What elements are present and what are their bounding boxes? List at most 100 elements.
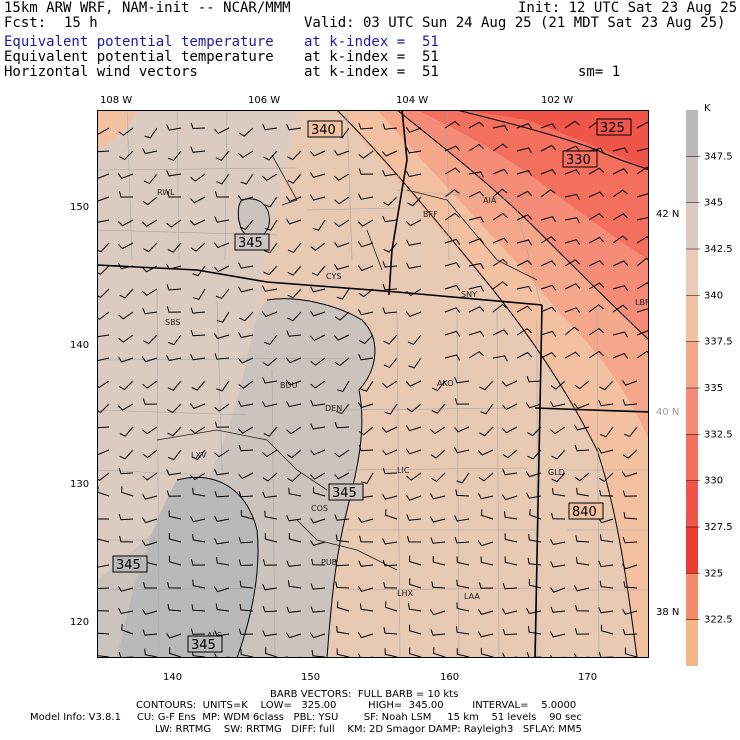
wind-barb	[444, 212, 460, 221]
wind-barb	[598, 607, 614, 614]
wind-barb	[165, 263, 182, 270]
wind-barb	[142, 380, 158, 389]
wind-barb	[540, 236, 556, 244]
wind-barb	[238, 537, 254, 544]
wind-barb	[190, 146, 206, 153]
contour-label-840: 840	[572, 505, 597, 520]
wind-barb	[97, 517, 109, 520]
wind-barb	[336, 288, 350, 300]
wind-barb	[263, 265, 278, 276]
wind-barb	[478, 631, 494, 638]
wind-barb	[574, 444, 590, 452]
wind-barb	[550, 561, 566, 568]
colorbar-swatch	[686, 295, 698, 343]
wind-barb	[310, 242, 326, 251]
wind-barb	[334, 449, 350, 458]
wind-barb	[118, 127, 134, 136]
wind-barb	[527, 426, 542, 437]
wind-barb	[357, 585, 374, 592]
wind-barb	[333, 334, 350, 341]
wind-barb	[454, 398, 470, 405]
wind-barb	[117, 585, 134, 592]
wind-barb	[288, 532, 302, 543]
wind-barb	[309, 632, 326, 639]
wind-barb	[358, 354, 374, 361]
colorbar-units: K	[704, 103, 711, 114]
wind-barb	[288, 580, 302, 589]
wind-barb	[262, 584, 278, 591]
wind-barb	[117, 219, 134, 227]
wind-barb	[288, 487, 302, 497]
wind-barb	[215, 603, 230, 612]
wind-barb	[456, 626, 470, 635]
wind-barb	[286, 400, 302, 408]
wind-barb	[357, 632, 374, 639]
wind-barb	[239, 311, 254, 322]
wind-barb	[383, 627, 398, 635]
wind-barb	[382, 307, 398, 314]
wind-barb	[361, 472, 374, 484]
wind-barb	[167, 150, 182, 162]
contour-label-345-center: 345	[332, 486, 357, 501]
wind-barb	[215, 288, 230, 300]
wind-barb	[444, 167, 461, 175]
wind-barb	[166, 124, 182, 131]
wind-barb	[192, 487, 206, 497]
wind-barb	[119, 426, 134, 437]
wind-barb	[504, 533, 518, 543]
colorbar-swatch	[686, 156, 698, 204]
wind-barb	[622, 536, 638, 544]
wind-barb	[516, 239, 533, 246]
wind-barb	[358, 288, 374, 298]
wind-barb	[143, 173, 158, 185]
wind-barb	[481, 509, 494, 520]
wind-barb	[214, 515, 230, 522]
wind-barb	[286, 449, 302, 459]
colorbar-tick-label: 345	[704, 198, 723, 209]
wind-barb	[407, 535, 422, 543]
wind-barb	[406, 403, 422, 413]
wind-barb	[358, 444, 374, 452]
wind-barb	[612, 235, 628, 244]
wind-barb	[516, 122, 533, 129]
wind-barb	[190, 242, 206, 252]
wind-barb	[408, 555, 422, 566]
grid-y-130: 130	[70, 479, 90, 490]
wind-barb	[358, 193, 374, 200]
wind-barb	[261, 311, 278, 318]
wind-barb	[525, 402, 542, 409]
wind-barb	[216, 557, 230, 566]
wind-barb	[118, 191, 134, 198]
wind-barb	[550, 426, 566, 435]
wind-barb	[117, 173, 134, 179]
wind-barb	[636, 121, 649, 129]
colorbar-tick-label: 337.5	[704, 337, 733, 348]
model-info-line-1: Model Info: V3.8.1 CU: G-F Ens MP: WDM 6…	[30, 712, 582, 723]
wind-barb	[333, 472, 350, 480]
colorbar-swatch	[686, 480, 698, 528]
wind-barb	[550, 606, 566, 613]
wind-barb	[429, 516, 446, 523]
wind-barb	[287, 242, 302, 254]
wind-barb	[516, 285, 532, 292]
wind-barb	[167, 581, 182, 589]
wind-barb	[492, 329, 509, 336]
wind-barb	[309, 150, 326, 157]
wind-barb	[237, 472, 254, 480]
wind-barb	[600, 426, 614, 438]
wind-barb	[262, 173, 278, 181]
wind-barb	[240, 648, 254, 658]
wind-barb	[143, 242, 158, 253]
colorbar-swatches	[686, 110, 698, 666]
wind-barb	[430, 472, 446, 482]
wind-barb	[97, 127, 110, 135]
grid-x-170: 170	[578, 672, 598, 683]
wind-barb	[444, 262, 461, 269]
wind-barb	[311, 649, 326, 658]
wind-barb	[166, 354, 182, 362]
wind-barb	[333, 241, 350, 248]
wind-barb	[540, 189, 556, 198]
wind-barb	[238, 444, 254, 452]
wind-barb	[540, 216, 557, 223]
wind-barb	[468, 121, 485, 129]
